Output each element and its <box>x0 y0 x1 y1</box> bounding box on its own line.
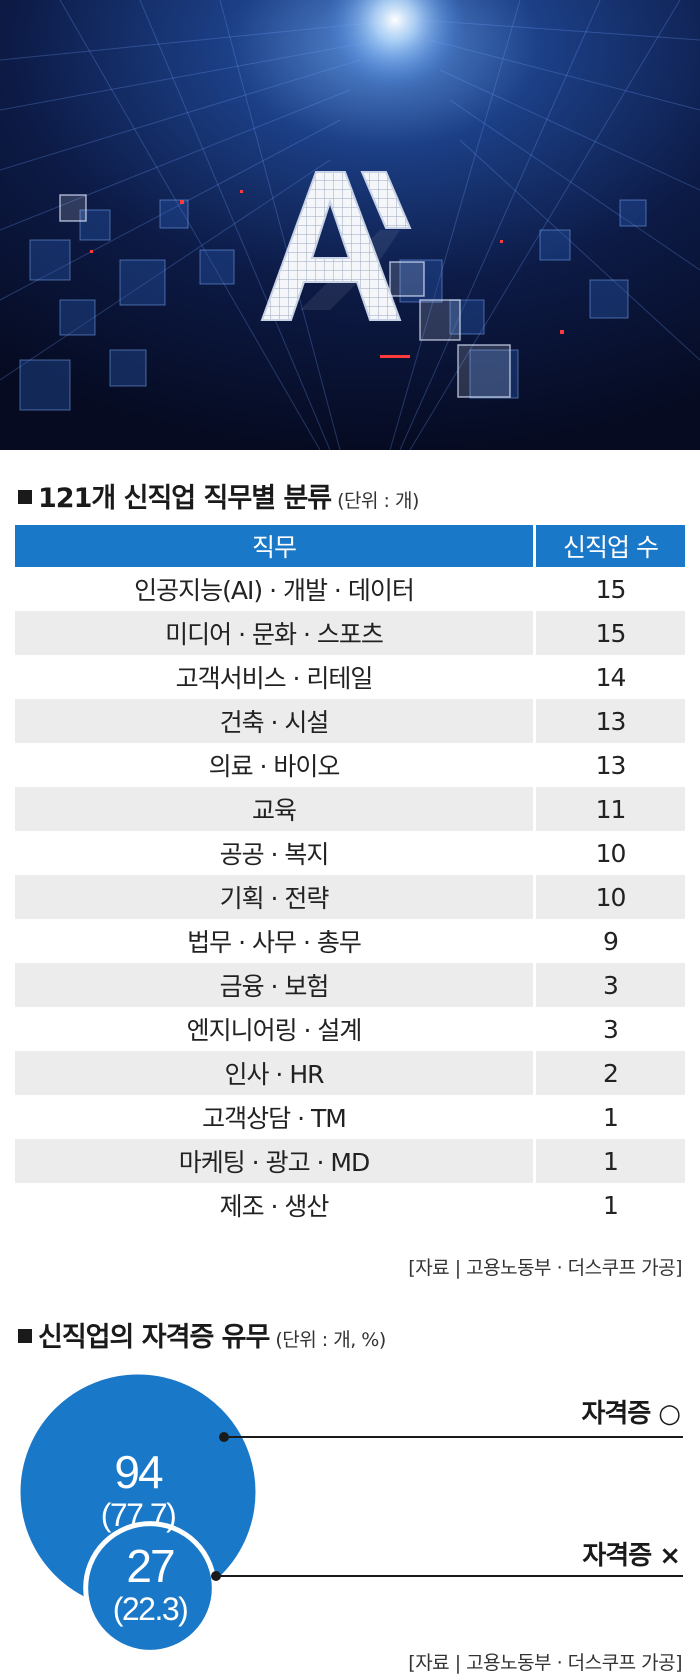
job-count-cell: 2 <box>536 1051 685 1095</box>
bubble-value-label: 94 <box>114 1446 163 1498</box>
table-row: 법무 · 사무 · 총무 9 <box>15 919 685 963</box>
table-row: 고객서비스 · 리테일 14 <box>15 655 685 699</box>
table-row: 인사 · HR 2 <box>15 1051 685 1095</box>
job-category-cell: 기획 · 전략 <box>15 875 536 919</box>
job-category-cell: 미디어 · 문화 · 스포츠 <box>15 611 536 655</box>
cert-bubble-chart: 94(77.7) 27(22.3) <box>15 1369 683 1655</box>
job-category-cell: 고객서비스 · 리테일 <box>15 655 536 699</box>
jobs-table: 직무 신직업 수 인공지능(AI) · 개발 · 데이터 15 미디어 · 문화 ·… <box>15 525 685 1227</box>
job-category-cell: 인공지능(AI) · 개발 · 데이터 <box>15 567 536 611</box>
legend-label-cert-yes: 자격증 ○ <box>581 1399 681 1429</box>
table-row: 엔지니어링 · 설계 3 <box>15 1007 685 1051</box>
table-row: 공공 · 복지 10 <box>15 831 685 875</box>
job-category-cell: 교육 <box>15 787 536 831</box>
cert-section-title: 신직업의 자격증 유무 (단위 : 개, %) <box>18 1315 386 1354</box>
job-count-cell: 9 <box>536 919 685 963</box>
bubble-percent-label: (77.7) <box>101 1497 176 1533</box>
ai-logo <box>260 171 412 321</box>
job-category-cell: 금융 · 보험 <box>15 963 536 1007</box>
column-header-count: 신직업 수 <box>536 525 685 567</box>
table-row: 기획 · 전략 10 <box>15 875 685 919</box>
job-category-cell: 엔지니어링 · 설계 <box>15 1007 536 1051</box>
table-row: 인공지능(AI) · 개발 · 데이터 15 <box>15 567 685 611</box>
job-category-cell: 고객상담 · TM <box>15 1095 536 1139</box>
job-count-cell: 11 <box>536 787 685 831</box>
bubble-cert-no <box>83 1521 217 1655</box>
square-bullet-icon <box>18 490 32 504</box>
job-count-cell: 1 <box>536 1095 685 1139</box>
job-count-cell: 10 <box>536 831 685 875</box>
legend-label-cert-no: 자격증 × <box>582 1541 681 1571</box>
job-count-cell: 15 <box>536 611 685 655</box>
job-count-cell: 14 <box>536 655 685 699</box>
job-category-cell: 건축 · 시설 <box>15 699 536 743</box>
job-count-cell: 3 <box>536 1007 685 1051</box>
bubble-percent-label: (22.3) <box>113 1591 188 1627</box>
cert-source: [자료 | 고용노동부 · 더스쿠프 가공] <box>408 1652 682 1674</box>
table-row: 제조 · 생산 1 <box>15 1183 685 1227</box>
job-category-cell: 공공 · 복지 <box>15 831 536 875</box>
table-body: 인공지능(AI) · 개발 · 데이터 15 미디어 · 문화 · 스포츠 15 고객서… <box>15 567 685 1227</box>
job-category-cell: 제조 · 생산 <box>15 1183 536 1227</box>
table-source: [자료 | 고용노동부 · 더스쿠프 가공] <box>408 1257 682 1279</box>
job-count-cell: 3 <box>536 963 685 1007</box>
table-header-row: 직무 신직업 수 <box>15 525 685 567</box>
leader-dot <box>211 1571 221 1581</box>
table-row: 의료 · 바이오 13 <box>15 743 685 787</box>
table-row: 마케팅 · 광고 · MD 1 <box>15 1139 685 1183</box>
job-count-cell: 13 <box>536 743 685 787</box>
job-count-cell: 15 <box>536 567 685 611</box>
cert-unit: (단위 : 개, %) <box>275 1329 386 1351</box>
bubble-value-label: 27 <box>126 1540 174 1592</box>
job-category-cell: 인사 · HR <box>15 1051 536 1095</box>
hero-image <box>0 0 700 450</box>
table-row: 고객상담 · TM 1 <box>15 1095 685 1139</box>
leader-dot <box>219 1432 229 1442</box>
job-category-cell: 마케팅 · 광고 · MD <box>15 1139 536 1183</box>
square-bullet-icon <box>18 1329 32 1343</box>
table-row: 미디어 · 문화 · 스포츠 15 <box>15 611 685 655</box>
job-count-cell: 13 <box>536 699 685 743</box>
table-row: 교육 11 <box>15 787 685 831</box>
job-category-cell: 법무 · 사무 · 총무 <box>15 919 536 963</box>
job-count-cell: 1 <box>536 1183 685 1227</box>
job-category-cell: 의료 · 바이오 <box>15 743 536 787</box>
table-unit: (단위 : 개) <box>337 490 419 512</box>
table-row: 금융 · 보험 3 <box>15 963 685 1007</box>
job-count-cell: 10 <box>536 875 685 919</box>
table-row: 건축 · 시설 13 <box>15 699 685 743</box>
table-section-title: 121개 신직업 직무별 분류 (단위 : 개) <box>18 476 419 515</box>
job-count-cell: 1 <box>536 1139 685 1183</box>
column-header-job: 직무 <box>15 525 536 567</box>
